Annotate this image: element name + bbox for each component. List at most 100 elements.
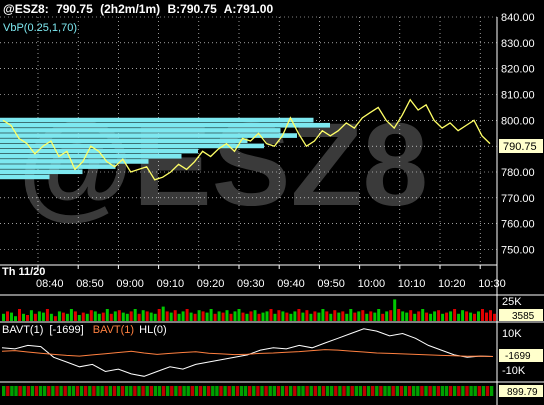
strip-block — [313, 386, 317, 396]
strip-block — [252, 386, 256, 396]
volume-bar — [213, 313, 217, 321]
strip-block — [157, 386, 162, 396]
strip-block — [280, 386, 285, 396]
volume-bars — [2, 299, 496, 321]
strip-block — [317, 386, 322, 396]
volume-bar — [209, 309, 213, 321]
strip-block — [100, 386, 104, 396]
volume-bar — [489, 310, 492, 321]
price-tick-label: 780.00 — [501, 167, 535, 179]
price-tick-label: 830.00 — [501, 38, 535, 50]
price-tick-label: 810.00 — [501, 90, 535, 102]
strip-block — [256, 386, 260, 396]
volume-bar — [345, 313, 349, 321]
volume-bar — [177, 313, 181, 321]
strip-block — [51, 386, 55, 396]
volume-bar — [413, 313, 417, 321]
volume-bar — [425, 312, 429, 321]
volume-bar — [245, 313, 249, 321]
volume-bar — [377, 309, 381, 321]
bavt-last-tag-label: -1699 — [505, 351, 531, 362]
volume-bar — [313, 311, 317, 321]
strip-block — [379, 386, 383, 396]
strip-block — [198, 386, 203, 396]
volume-bar — [409, 310, 413, 321]
strip-block — [477, 386, 481, 396]
strip-block — [63, 386, 67, 396]
volume-bar — [161, 306, 165, 321]
header-interval: (2h2m/1m) — [100, 2, 160, 16]
volume-bar — [129, 311, 133, 321]
volume-bar — [481, 309, 484, 321]
time-tick-label: 09:00 — [116, 278, 144, 290]
strip-block — [10, 386, 14, 396]
strip-last-tag — [499, 385, 543, 397]
strip-block — [14, 386, 18, 396]
volume-bar — [421, 309, 425, 321]
volume-bar — [57, 311, 61, 321]
time-tick-label: 09:10 — [157, 278, 185, 290]
strip-block — [170, 386, 174, 396]
time-tick-label: 09:30 — [237, 278, 265, 290]
volume-bar — [73, 311, 77, 321]
volume-bar — [181, 311, 185, 321]
strip-block — [22, 386, 26, 396]
volume-bar — [169, 312, 173, 321]
volume-last-tag — [499, 309, 543, 321]
strip-block — [71, 386, 76, 396]
strip-block — [182, 386, 186, 396]
volume-bar — [18, 309, 21, 321]
volume-bar — [293, 311, 297, 321]
volume-bar — [77, 315, 81, 321]
strip-block — [18, 386, 22, 396]
volume-bar — [153, 313, 157, 321]
strip-block — [47, 386, 51, 396]
strip-block — [215, 386, 219, 396]
bavt-line — [1, 328, 494, 377]
strip-block — [88, 386, 92, 396]
volume-bar — [133, 309, 137, 321]
volume-bar — [201, 311, 205, 321]
strip-block — [289, 386, 293, 396]
strip-block — [239, 386, 244, 396]
bavt-axis-max: 10K — [502, 328, 522, 340]
time-tick-label: 08:40 — [36, 278, 64, 290]
price-line — [2, 98, 491, 181]
vbp-bar — [0, 122, 330, 128]
vbp-bar — [0, 164, 116, 169]
volume-bar — [29, 310, 33, 321]
strip-block — [26, 386, 30, 396]
strip-block — [194, 386, 199, 396]
volume-bar — [37, 311, 41, 321]
volume-bar — [10, 312, 13, 321]
strip-block — [202, 386, 207, 396]
volume-bar — [433, 311, 437, 321]
strip-block — [161, 386, 166, 396]
svg-text:@ESZ8: 790.75 (2h2: @ESZ8: 790.75 (2h2m/1m) B:790.75 A:791.0… — [3, 2, 273, 16]
strip-block — [137, 386, 141, 396]
strip-block — [358, 386, 363, 396]
vbp-bar — [0, 174, 50, 180]
time-axis: 08:40 08:50 09:00 09:10 09:20 09:30 09:40 09:50… — [36, 265, 506, 290]
strip-block — [166, 386, 170, 396]
strip-block — [485, 386, 490, 396]
vbp-bar — [0, 153, 182, 159]
volume-bar — [321, 309, 325, 321]
header-ask: A:791.00 — [224, 2, 274, 16]
time-tick-label: 09:40 — [277, 278, 305, 290]
strip-block — [321, 386, 326, 396]
volume-bar — [449, 311, 453, 321]
hl-label: HL(0) — [139, 324, 167, 336]
volume-bar — [93, 311, 97, 321]
day-label: Th 11/20 — [2, 266, 45, 278]
strip-block — [325, 386, 330, 396]
strip-block — [211, 386, 215, 396]
volume-last-tag-label: 3585 — [512, 311, 535, 322]
volume-bar — [65, 313, 69, 321]
volume-bar — [189, 312, 193, 321]
strip-block — [391, 386, 395, 396]
vbp-bar — [0, 159, 149, 164]
strip-block — [416, 386, 420, 396]
volume-bar — [117, 310, 121, 321]
